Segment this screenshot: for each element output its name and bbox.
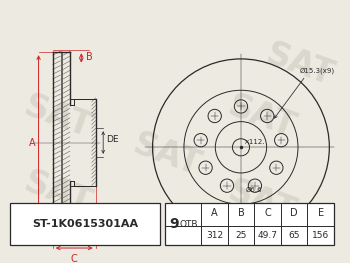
Text: A: A [29,138,35,148]
Bar [10,203,160,245]
Text: 156: 156 [312,231,329,240]
Text: C: C [264,208,271,218]
Text: SAT: SAT [223,175,300,230]
Text: A: A [211,208,218,218]
Text: ×112.: ×112. [243,139,264,145]
Text: 65: 65 [288,231,300,240]
Text: C: C [71,254,78,263]
Text: 25: 25 [235,231,247,240]
Text: 49.7: 49.7 [258,231,278,240]
Text: D: D [106,135,113,144]
Bar [165,203,334,245]
Text: Ø15.3(x9): Ø15.3(x9) [300,68,335,74]
Text: SAT: SAT [19,89,96,144]
Text: 312: 312 [206,231,223,240]
Text: D: D [290,208,298,218]
Text: B: B [86,52,93,62]
Text: E: E [318,208,324,218]
Text: ST-1K0615301AA: ST-1K0615301AA [32,219,138,229]
Text: SAT: SAT [261,37,338,92]
Text: SAT: SAT [19,165,96,220]
Text: B: B [238,208,244,218]
Text: E: E [112,135,117,144]
Text: Ø6.6: Ø6.6 [246,187,262,193]
Text: SAT: SAT [128,128,205,182]
Text: 9: 9 [170,217,179,231]
Text: ОТВ.: ОТВ. [179,220,201,229]
Text: SAT: SAT [223,89,300,144]
